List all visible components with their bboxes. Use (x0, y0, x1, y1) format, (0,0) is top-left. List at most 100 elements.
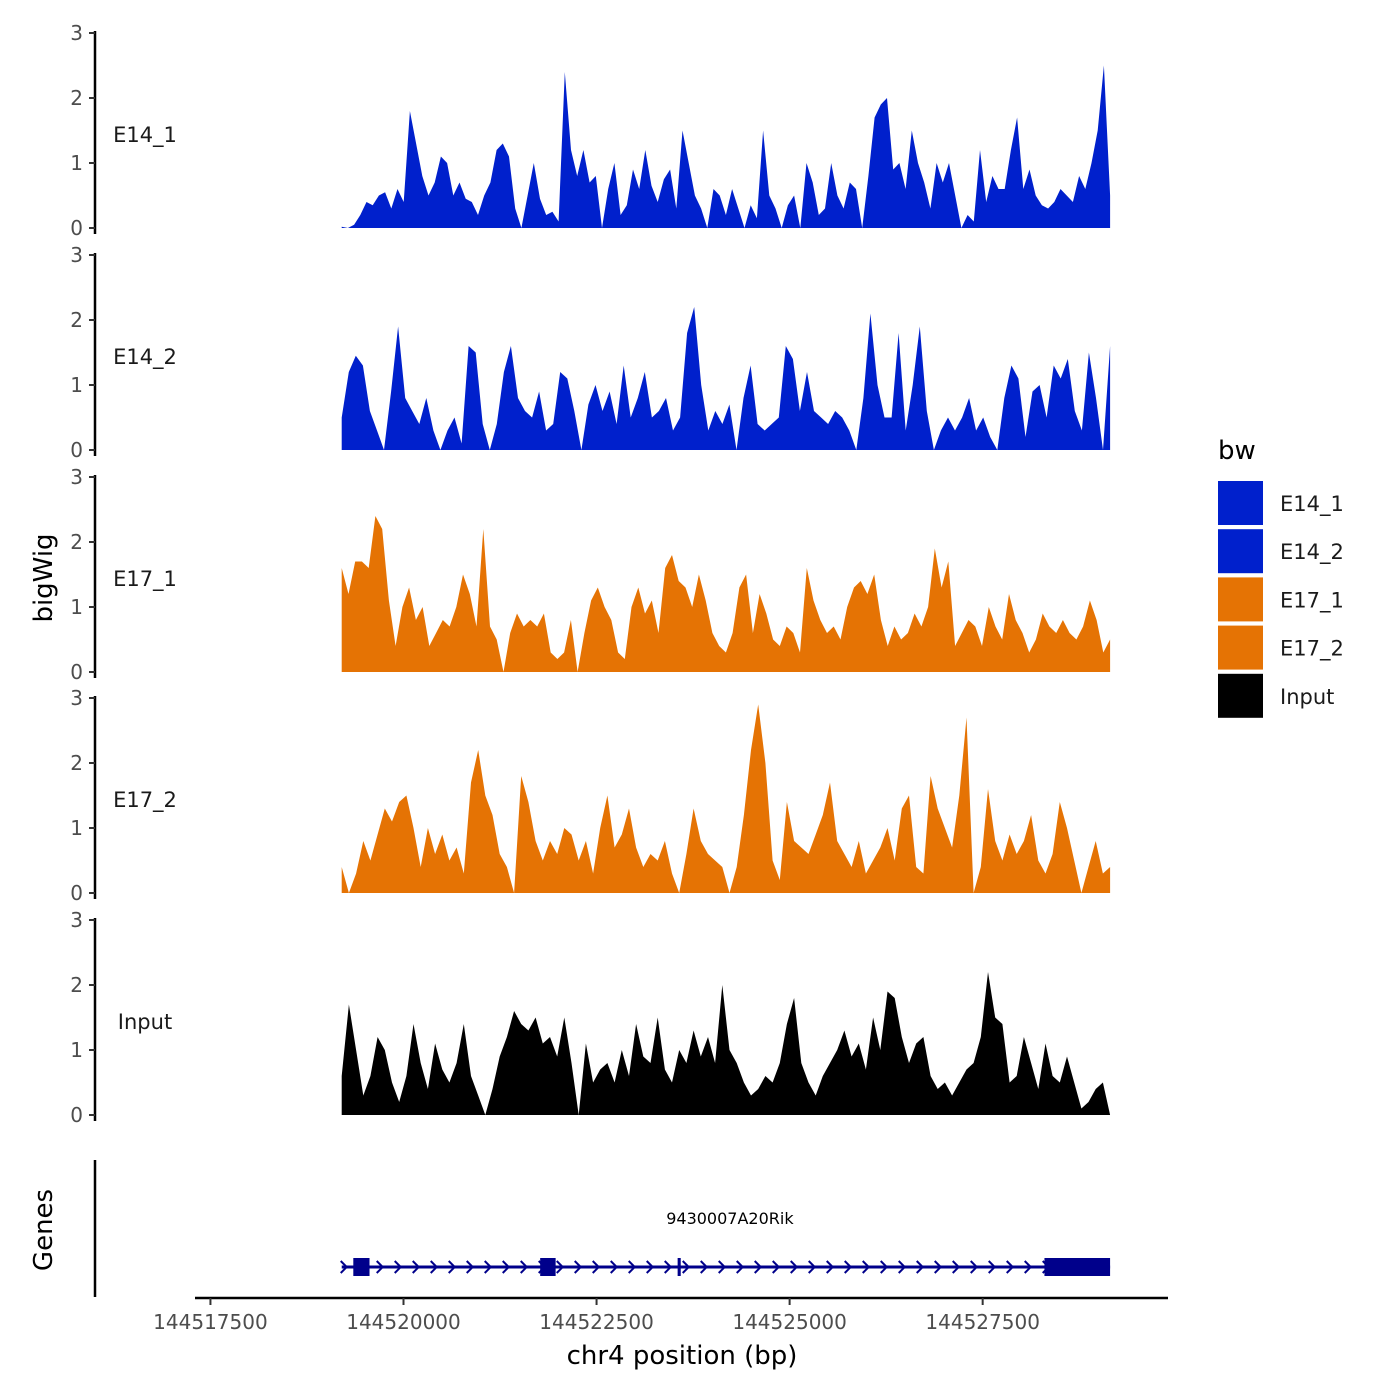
track-Input: 0 1 2 3 Input (70, 908, 1111, 1127)
legend-swatch-Input (1218, 673, 1263, 718)
gene-exon-1 (353, 1258, 370, 1276)
strand-arrow (646, 1260, 655, 1274)
legend: E14_1 E14_2 E17_1 E17_2 Input (1218, 481, 1344, 718)
track-E14_2: 0 1 2 3 E14_2 (70, 243, 1111, 462)
strand-arrow (628, 1260, 637, 1274)
strand-arrow (466, 1260, 475, 1274)
legend-swatch-E17_1 (1218, 577, 1263, 622)
x-tick-label: 144522500 (539, 1310, 654, 1334)
strand-arrow (916, 1260, 925, 1274)
y-tick-label: 3 (70, 465, 83, 489)
strand-arrow (448, 1260, 457, 1274)
legend-label-E17_1: E17_1 (1280, 588, 1344, 613)
x-tick-label: 144525000 (732, 1310, 847, 1334)
strand-arrow (754, 1260, 763, 1274)
strand-arrow (862, 1260, 871, 1274)
y-tick-label: 0 (70, 438, 83, 462)
area-E17_1 (341, 516, 1111, 672)
strand-arrow (502, 1260, 511, 1274)
legend-swatch-E14_2 (1218, 529, 1263, 574)
strand-arrow (790, 1260, 799, 1274)
x-axis: 144517500 144520000 144522500 144525000 1445… (153, 1296, 1168, 1334)
track-E14_1: 0 1 2 3 E14_1 (70, 21, 1111, 240)
strand-arrow (1024, 1260, 1033, 1274)
strand-arrow (376, 1260, 385, 1274)
strand-arrow (808, 1260, 817, 1274)
strand-arrow (520, 1260, 529, 1274)
legend-label-E17_2: E17_2 (1280, 637, 1344, 662)
strand-arrow (898, 1260, 907, 1274)
y-tick-label: 1 (70, 1038, 83, 1062)
strand-arrow (772, 1260, 781, 1274)
area-Input (341, 972, 1111, 1115)
strand-arrow (556, 1260, 565, 1274)
y-tick-label: 2 (70, 973, 83, 997)
track-E17_2: 0 1 2 3 E17_2 (70, 686, 1111, 905)
y-tick-label: 0 (70, 660, 83, 684)
x-tick-label: 144520000 (346, 1310, 461, 1334)
y-tick-label: 2 (70, 308, 83, 332)
gene-exon-4 (1044, 1258, 1111, 1276)
y-tick-label: 3 (70, 243, 83, 267)
strand-arrow (934, 1260, 943, 1274)
x-axis-title: chr4 position (bp) (567, 1341, 798, 1371)
legend-label-E14_2: E14_2 (1280, 540, 1344, 565)
strand-arrow (970, 1260, 979, 1274)
strand-arrow (1006, 1260, 1015, 1274)
strand-arrow (340, 1260, 349, 1274)
legend-label-E14_1: E14_1 (1280, 492, 1344, 517)
strand-arrow (664, 1260, 673, 1274)
gene-track: 9430007A20Rik (93, 1160, 1111, 1297)
y-tick-label: 3 (70, 686, 83, 710)
y-tick-label: 2 (70, 751, 83, 775)
y-tick-label: 0 (70, 1103, 83, 1127)
y-tick-label: 1 (70, 151, 83, 175)
strand-arrow (880, 1260, 889, 1274)
y-tick-label: 1 (70, 816, 83, 840)
strand-arrow (430, 1260, 439, 1274)
gene-name-label: 9430007A20Rik (666, 1209, 794, 1228)
y-tick-label: 0 (70, 881, 83, 905)
y-axis-title: bigWig (29, 533, 59, 622)
y-tick-label: 1 (70, 595, 83, 619)
strand-arrow (952, 1260, 961, 1274)
strand-arrow (826, 1260, 835, 1274)
strand-arrow (718, 1260, 727, 1274)
legend-swatch-E17_2 (1218, 625, 1263, 670)
track-label-E17_2: E17_2 (113, 788, 177, 813)
x-tick-label: 144517500 (153, 1310, 268, 1334)
gene-exon-3 (677, 1258, 681, 1276)
legend-title: bw (1218, 436, 1256, 466)
strand-arrow (844, 1260, 853, 1274)
strand-arrow (736, 1260, 745, 1274)
x-tick-label: 144527500 (925, 1310, 1040, 1334)
track-label-Input: Input (118, 1010, 172, 1034)
track-E17_1: 0 1 2 3 E17_1 (70, 465, 1111, 684)
area-E17_2 (341, 704, 1111, 893)
strand-arrow (700, 1260, 709, 1274)
legend-swatch-E14_1 (1218, 481, 1263, 525)
strand-arrow (988, 1260, 997, 1274)
genes-axis-title: Genes (29, 1189, 59, 1271)
track-label-E17_1: E17_1 (113, 567, 177, 592)
track-label-E14_1: E14_1 (113, 123, 177, 148)
strand-arrow (412, 1260, 421, 1274)
strand-arrow (592, 1260, 601, 1274)
y-tick-label: 0 (70, 216, 83, 240)
strand-arrow (394, 1260, 403, 1274)
y-tick-label: 3 (70, 908, 83, 932)
y-tick-label: 3 (70, 21, 83, 45)
area-E14_2 (341, 307, 1111, 450)
strand-arrow (574, 1260, 583, 1274)
y-tick-label: 2 (70, 530, 83, 554)
strand-arrow (610, 1260, 619, 1274)
y-tick-label: 1 (70, 373, 83, 397)
area-E14_1 (341, 65, 1111, 228)
strand-arrow (484, 1260, 493, 1274)
gene-exon-2 (540, 1258, 556, 1276)
tracks-group: 0 1 2 3 E14_1 0 1 2 3 E14_2 0 1 2 3 E17_1 0 1 2 3 E17_2 0 1 2 3… (70, 21, 1111, 1127)
y-tick-label: 2 (70, 86, 83, 110)
legend-label-Input: Input (1280, 685, 1334, 709)
strand-arrow (682, 1260, 691, 1274)
